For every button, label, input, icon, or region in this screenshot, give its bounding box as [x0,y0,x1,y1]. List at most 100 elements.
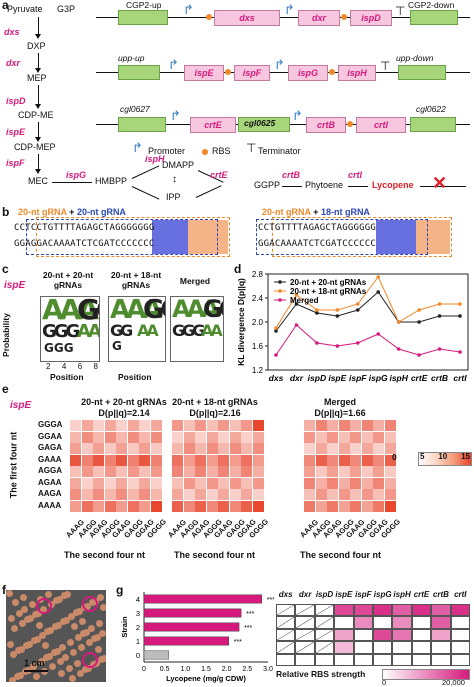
colony [76,608,83,615]
heatmap-cell [229,443,241,454]
heatmap-cell [218,454,229,466]
heatmap-cell [195,500,206,512]
heatmap-cell [373,420,384,431]
colony [49,663,56,670]
rbs-cell [334,653,354,666]
rbs-legend-gradient [382,669,470,680]
heatmap-cell [384,466,396,477]
highlight-circle [82,596,98,612]
heatmap-cell [252,454,264,466]
colony [64,591,71,598]
heatmap-row-label: GGAA [38,431,62,441]
heatmap-cell [172,443,183,454]
colony [11,625,18,632]
heatmap-cell [127,454,139,466]
significance-label: *** [244,625,252,632]
rbs-cell [295,628,315,642]
data-point [355,302,360,306]
data-point [437,302,442,306]
heatmap-cell [116,454,127,466]
colony [77,670,84,677]
enzyme-ispd: ispD [6,96,26,106]
enzyme-crte: crtE [210,170,228,180]
heatmap-cell [304,489,315,500]
rbs-cell [334,641,354,654]
rbs-cell [353,628,373,642]
backbone-1 [96,17,470,18]
heatmap-cell [116,466,127,477]
rbs-cell [334,628,354,642]
heatmap-cell [338,477,350,489]
heatmap-row-label: GGGA [38,420,63,429]
heatmap-cell [183,466,195,477]
heatmap-cell [93,431,104,443]
heatmap-cell [139,431,150,443]
colony [86,639,93,646]
heatmap-cell [150,500,162,512]
metabolite-ggpp: GGPP [254,180,281,190]
heatmap-cell [373,466,384,477]
rbs-cell [295,653,315,666]
heatmap-value-3: D(p||q)=1.66 [314,408,366,418]
heatmap-cell [229,500,241,512]
data-point [294,293,299,297]
rbs-cell [431,653,451,666]
colony [57,658,64,665]
heatmap-cell [315,477,327,489]
bar [143,594,263,604]
x-tick-label: 0.5 [160,666,170,673]
kl-divergence-chart: 1.2 1.6 2.0 2.4 2.8 dxs dxr ispD ispE ispF ispG isp… [236,270,469,383]
heatmap-cell [241,489,252,500]
heatmap-cell [93,489,104,500]
x-tick-label: crtE [411,373,428,383]
heatmap-cell [206,420,218,431]
data-point [396,320,401,324]
promoter-icon: ↱ [274,57,285,72]
rbs-cell [353,604,373,617]
grna-left-title-b: 20-nt gRNA [76,207,126,217]
heatmap-cell [350,489,361,500]
gene-ispg: ispG [288,65,328,81]
scale-bar-label: 1 cm [24,658,45,668]
legend-label: 20-nt + 18-nt gRNAs [290,287,367,296]
logo-tick: 8 [93,362,98,371]
heatmap-cell [252,477,264,489]
heatmap-cell [116,500,127,512]
rbs-cell [276,653,296,666]
rbs-icon [329,69,335,75]
x-tick-label: ispF [349,373,367,383]
data-point [274,326,278,330]
heatmap-cell [384,420,396,431]
heatmap-cell [252,466,264,477]
heatmap-cell [241,466,252,477]
promoter-icon: ↱ [170,108,181,123]
heatmap-cell [327,500,338,512]
gene-dxr: dxr [298,10,340,26]
rbs-cell [450,653,470,666]
x-tick-label: 0 [142,666,146,673]
bar [143,636,229,646]
promoter-legend-label: Promoter [148,146,186,156]
heatmap-cell [195,420,206,431]
data-point [335,308,340,312]
rbs-icon [341,14,347,20]
heatmap-cell [81,454,93,466]
enzyme-ispg: ispG [66,170,87,180]
heatmap-value-1: D(p||q)=2.14 [98,408,150,418]
metabolite-mec: MEC [28,176,48,186]
heatmap-cell [150,443,162,454]
logo-xlabel: Position [50,372,84,382]
metabolite-dmapp: DMAPP [162,160,195,170]
colony [96,620,103,627]
flank-cgp2-up [118,10,168,25]
heatmap-cell [206,431,218,443]
colony [12,599,19,606]
data-point [437,314,442,318]
data-point [376,275,381,279]
heatmap-cell [252,443,264,454]
heatmap-cell [70,500,81,512]
heatmap-value-2: D(p||q)=2.16 [189,408,241,418]
heatmap-cell [150,489,162,500]
colony [79,618,86,625]
rbs-cell [450,616,470,629]
